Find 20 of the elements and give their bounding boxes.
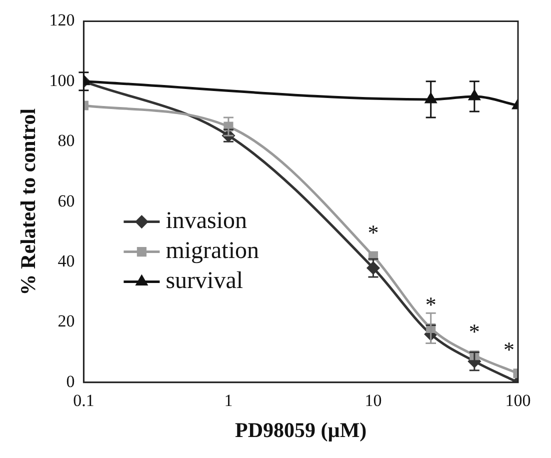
x-axis-title: PD98059 (µM) bbox=[235, 418, 367, 442]
annotation: * bbox=[504, 337, 514, 362]
legend-label: migration bbox=[166, 238, 260, 264]
legend-label: invasion bbox=[166, 208, 248, 234]
y-tick-label: 40 bbox=[58, 251, 75, 270]
y-tick-label: 80 bbox=[58, 131, 75, 150]
legend-label: survival bbox=[166, 268, 244, 294]
x-tick-label: 100 bbox=[505, 391, 531, 410]
annotation: * bbox=[425, 292, 436, 317]
annotation: * bbox=[468, 319, 480, 344]
y-tick-label: 20 bbox=[58, 312, 75, 331]
y-tick-label: 120 bbox=[49, 10, 75, 30]
y-axis-title: % Related to control bbox=[16, 108, 40, 296]
x-tick-label: 10 bbox=[364, 391, 382, 410]
annotation: * bbox=[368, 220, 379, 245]
x-tick-label: 1 bbox=[224, 391, 233, 410]
y-tick-label: 100 bbox=[49, 70, 75, 90]
y-tick-label: 60 bbox=[58, 191, 75, 210]
x-tick-label: 0.1 bbox=[73, 391, 94, 410]
y-tick-label: 0 bbox=[66, 372, 75, 391]
